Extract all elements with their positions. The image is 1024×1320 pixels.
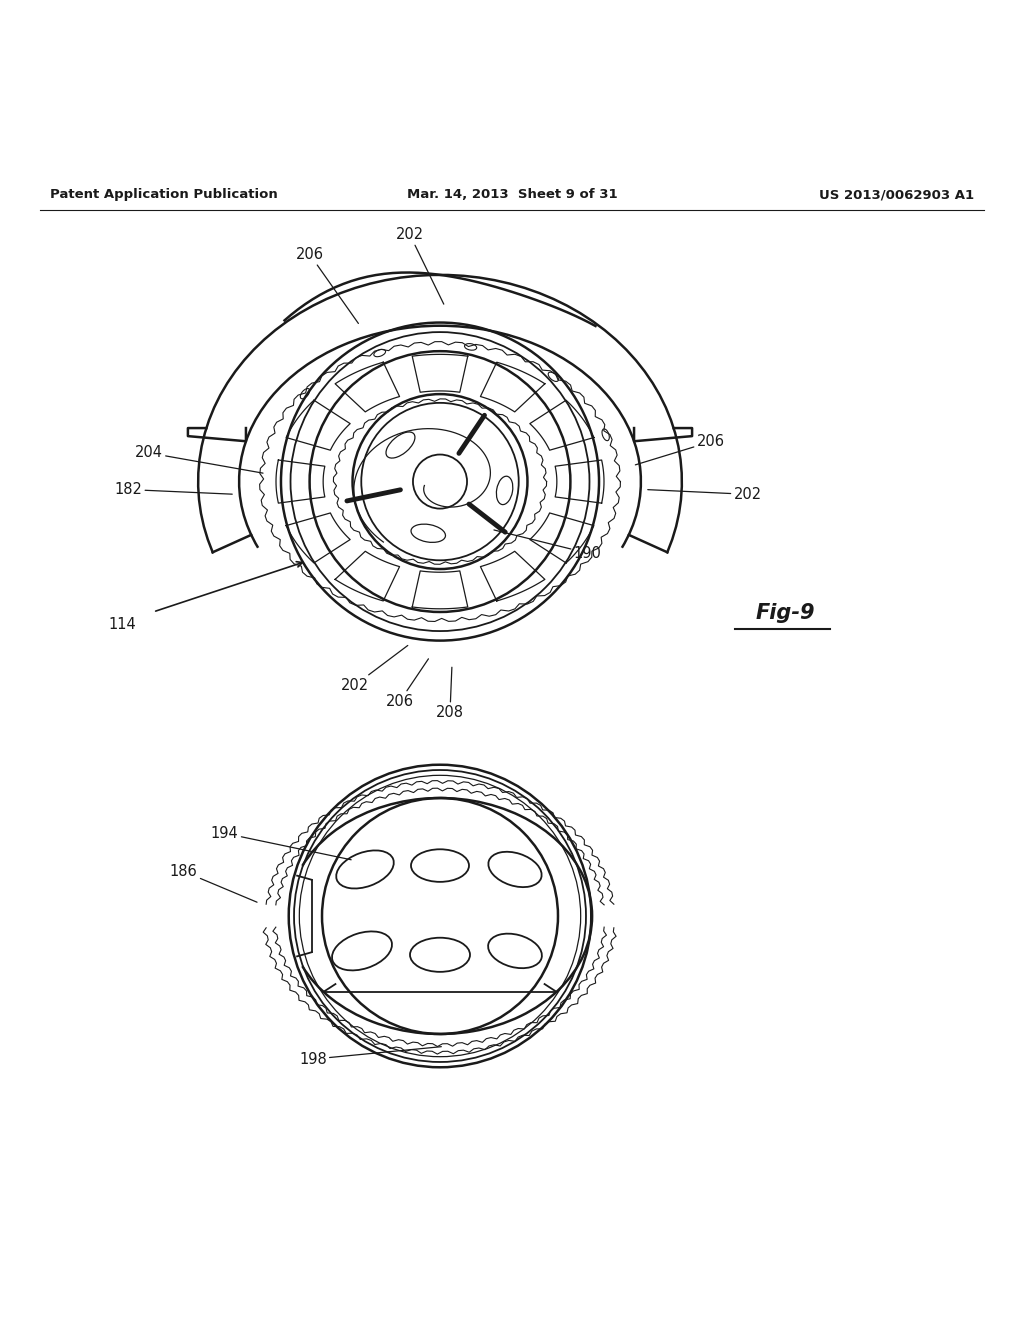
Text: Fig-9: Fig-9 — [756, 603, 815, 623]
Text: US 2013/0062903 A1: US 2013/0062903 A1 — [819, 187, 974, 201]
Text: 190: 190 — [494, 529, 601, 561]
Text: 206: 206 — [386, 659, 428, 709]
Text: 194: 194 — [211, 826, 351, 859]
Text: 202: 202 — [648, 487, 762, 502]
Text: 206: 206 — [296, 247, 358, 323]
Text: 202: 202 — [396, 227, 443, 304]
Text: 202: 202 — [341, 645, 408, 693]
Text: 182: 182 — [115, 482, 232, 498]
Text: Patent Application Publication: Patent Application Publication — [50, 187, 278, 201]
Text: 206: 206 — [635, 434, 725, 465]
Text: 208: 208 — [436, 667, 464, 719]
Text: 186: 186 — [170, 865, 257, 902]
Text: Mar. 14, 2013  Sheet 9 of 31: Mar. 14, 2013 Sheet 9 of 31 — [407, 187, 617, 201]
Text: 198: 198 — [299, 1047, 441, 1067]
Text: 114: 114 — [109, 618, 136, 632]
Text: 204: 204 — [135, 445, 263, 473]
